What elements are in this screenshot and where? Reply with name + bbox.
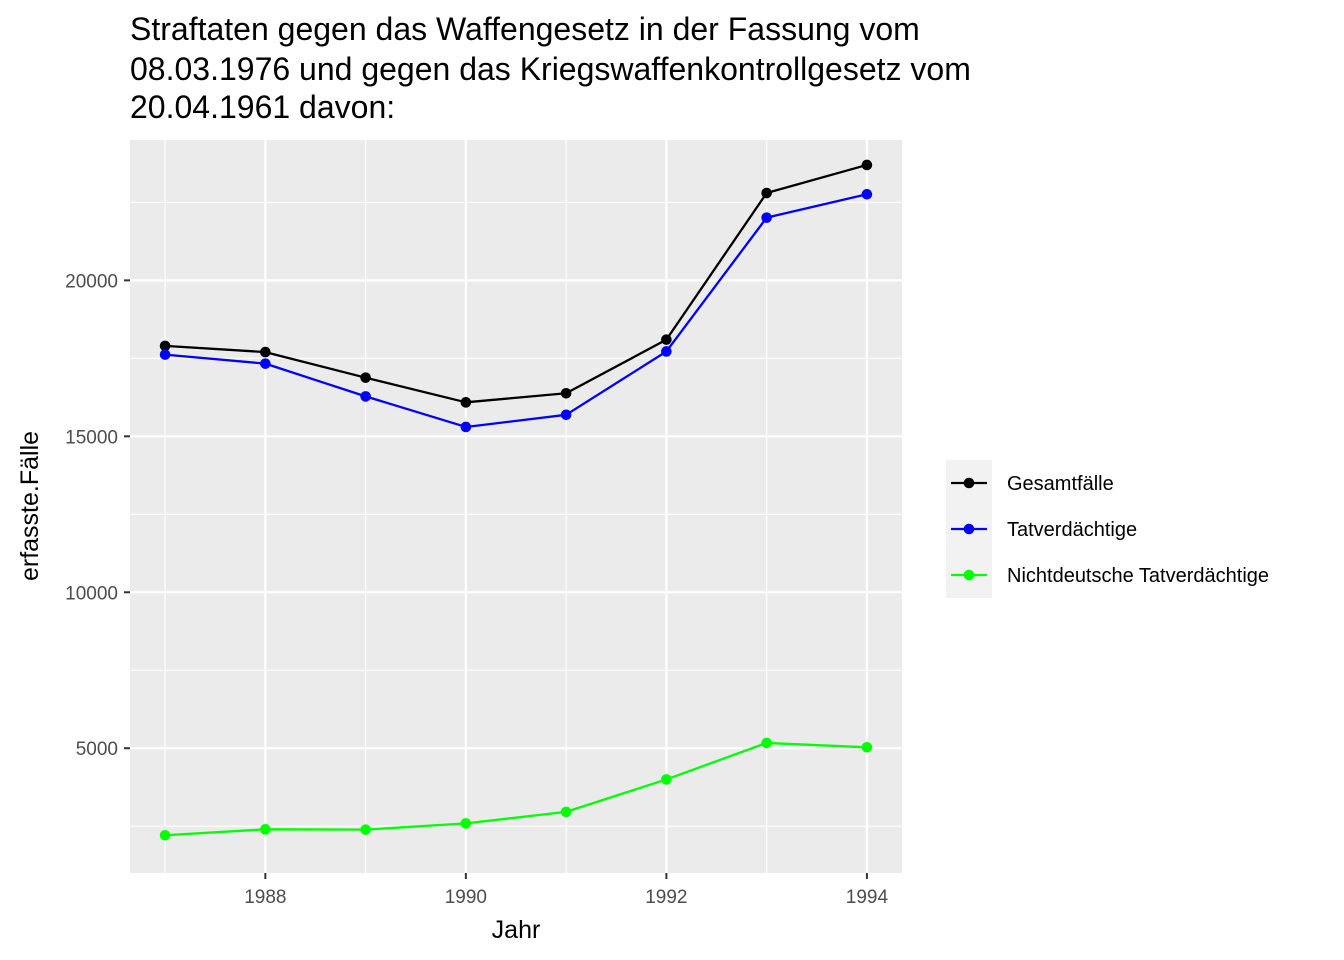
legend-key-point xyxy=(963,523,975,535)
chart-title-line: 20.04.1961 davon: xyxy=(130,89,395,125)
y-tick-label: 20000 xyxy=(65,271,118,292)
series-point xyxy=(861,188,873,200)
series-point xyxy=(560,409,572,421)
x-axis-title: Jahr xyxy=(492,916,541,944)
series xyxy=(159,159,873,408)
legend: Gesamtfälle Tatverdächtige Nichtdeutsche T… xyxy=(946,460,1269,598)
series-point xyxy=(260,358,271,369)
series xyxy=(159,737,873,841)
series-point xyxy=(360,391,371,402)
x-tick-label: 1988 xyxy=(244,887,286,908)
series-point xyxy=(761,737,772,749)
series-point xyxy=(159,340,171,352)
legend-key-point xyxy=(963,477,975,489)
series-point xyxy=(861,741,873,753)
legend-label: Tatverdächtige xyxy=(1007,519,1137,541)
legend-label: Nichtdeutsche Tatverdächtige xyxy=(1007,565,1269,587)
series-point xyxy=(761,187,772,199)
axis-ticks xyxy=(124,279,868,879)
series-point xyxy=(661,334,672,345)
legend-label: Gesamtfälle xyxy=(1007,473,1114,495)
x-tick-label: 1994 xyxy=(846,887,889,908)
legend-key-point xyxy=(963,569,975,581)
chart-title-line: Straftaten gegen das Waffengesetz in der… xyxy=(130,11,920,47)
series-point xyxy=(159,829,171,841)
series-point xyxy=(260,346,271,358)
series-point xyxy=(360,372,371,383)
y-tick-labels: 5000 10000 15000 20000 xyxy=(65,271,118,760)
legend-key: Tatverdächtige xyxy=(951,519,1137,541)
series-point xyxy=(560,806,572,818)
series-point xyxy=(861,159,873,171)
series xyxy=(159,188,873,433)
legend-key: Nichtdeutsche Tatverdächtige xyxy=(951,565,1269,587)
series-line xyxy=(165,741,867,837)
y-tick-label: 15000 xyxy=(65,427,118,448)
legend-keys: Gesamtfälle Tatverdächtige Nichtdeutsche T… xyxy=(951,473,1269,587)
series-point xyxy=(460,421,472,433)
chart-title: Straftaten gegen das Waffengesetz in der… xyxy=(130,11,971,125)
grid-minor xyxy=(130,140,902,873)
legend-key: Gesamtfälle xyxy=(951,473,1114,495)
series-layer xyxy=(159,159,873,841)
y-tick-label: 5000 xyxy=(76,739,118,760)
series-point xyxy=(661,346,672,357)
series-point xyxy=(159,349,171,360)
series-point xyxy=(460,818,472,829)
y-axis-title: erfasste.Fälle xyxy=(16,431,44,581)
series-point xyxy=(661,774,672,785)
series-point xyxy=(260,824,271,835)
series-point xyxy=(360,824,371,835)
plot-panel xyxy=(130,140,902,873)
series-point xyxy=(761,212,772,223)
series-line xyxy=(164,193,868,429)
chart-title-line: 08.03.1976 und gegen das Kriegswaffenkon… xyxy=(130,51,971,87)
x-tick-label: 1990 xyxy=(445,887,487,908)
series-point xyxy=(560,387,572,399)
series-point xyxy=(460,397,472,408)
x-tick-labels: 1988 1990 1992 1994 xyxy=(244,887,888,908)
series-line xyxy=(165,163,868,404)
y-tick-label: 10000 xyxy=(65,583,118,604)
x-tick-label: 1992 xyxy=(645,887,687,908)
